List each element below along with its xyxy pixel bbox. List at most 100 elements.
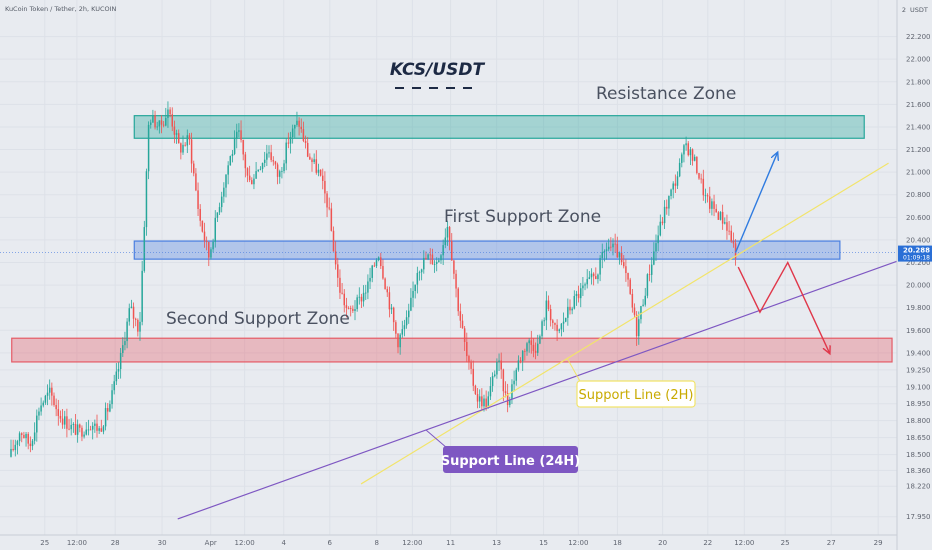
candle-body [691, 149, 694, 161]
candle-body [246, 168, 249, 176]
annotation-labels: Resistance Zone First Support Zone Second … [166, 84, 736, 473]
candle-body [567, 306, 569, 318]
callout-leader [425, 429, 448, 449]
candle-body [592, 273, 595, 277]
candle-body [223, 187, 225, 197]
candle-body [392, 307, 395, 323]
candle-body [663, 206, 666, 224]
candle-body [190, 139, 193, 164]
candle-body [689, 149, 692, 156]
candle-body [552, 320, 554, 323]
candle-body [302, 129, 305, 141]
candle-body [732, 241, 735, 244]
candle-body [668, 195, 670, 209]
candle-body [670, 189, 672, 196]
support-lines [177, 162, 907, 520]
candle-body [156, 126, 158, 128]
zone-label: Resistance Zone [596, 84, 736, 104]
candle-body [659, 221, 662, 236]
candle-body [472, 368, 474, 386]
candle-body [577, 293, 580, 299]
candle-body [27, 433, 29, 444]
candle-body [517, 360, 520, 370]
candle-body [152, 115, 154, 123]
candle-body [696, 156, 698, 174]
candle-body [446, 226, 449, 238]
candle-body [42, 402, 44, 406]
price-tick-label: 22.200 [906, 33, 931, 41]
current-price-countdown: 01:09:18 [903, 255, 930, 262]
candle-body [128, 308, 130, 322]
candle-body [324, 180, 326, 194]
candle-body [713, 201, 715, 209]
time-axis[interactable]: 25 12:00 28 30 Apr 12:00 4 6 8 12:00 11 13 15 12:00 18… [0, 534, 897, 547]
candle-body [560, 323, 563, 330]
candle-body [448, 226, 451, 241]
candle-body [33, 432, 36, 441]
candle-body [459, 311, 462, 321]
candle-body [427, 254, 429, 260]
candle-body [145, 171, 148, 228]
candle-body [180, 143, 182, 153]
price-tick-label: 19.250 [906, 366, 931, 374]
candle-body [715, 208, 717, 213]
candle-body [119, 352, 122, 370]
candle-body [81, 427, 83, 437]
zone-label: First Support Zone [444, 207, 601, 227]
candle-body [352, 308, 354, 311]
candle-body [534, 350, 537, 353]
candle-body [326, 193, 328, 208]
candle-body [435, 261, 438, 265]
candle-body [414, 284, 416, 291]
price-tick-label: 21.200 [906, 146, 931, 154]
candle-body [126, 321, 128, 342]
candle-body [79, 424, 81, 428]
candle-body [681, 154, 683, 163]
candle-body [476, 394, 479, 402]
time-tick-label: 20 [658, 539, 667, 547]
price-tick-label: 20.400 [906, 236, 931, 244]
price-axis[interactable]: 17.950 18.220 18.360 18.500 18.650 18.800 18.9… [896, 0, 932, 550]
candle-body [571, 308, 573, 311]
candle-body [298, 120, 300, 127]
candle-body [487, 396, 490, 409]
candle-body [358, 296, 361, 298]
candle-body [83, 434, 85, 437]
candle-body [466, 341, 468, 357]
support-line [177, 257, 907, 520]
candle-body [440, 255, 442, 261]
time-tick-label: 8 [374, 539, 378, 547]
current-price-tag [898, 245, 932, 262]
candle-body [169, 109, 171, 115]
price-tick-label: 19.600 [906, 327, 931, 335]
candle-body [704, 195, 707, 197]
candle-body [218, 207, 221, 213]
candle-body [509, 399, 511, 406]
time-tick-label: 15 [539, 539, 548, 547]
candle-body [229, 156, 232, 166]
candle-body [650, 264, 653, 275]
candle-body [319, 169, 322, 176]
candle-body [564, 317, 567, 322]
candle-body [205, 240, 208, 243]
candle-body [158, 120, 161, 127]
candle-body [160, 120, 163, 125]
candle-body [633, 307, 636, 315]
candle-body [461, 320, 464, 329]
price-tick-label: 18.650 [906, 434, 931, 442]
candle-body [453, 260, 455, 274]
candle-body [203, 231, 206, 241]
candle-body [322, 175, 324, 181]
candle-body [134, 318, 137, 320]
callout-leader [566, 357, 582, 384]
candle-body [233, 138, 236, 154]
candle-body [300, 126, 302, 130]
candle-body [173, 126, 176, 135]
price-tick-label: 21.000 [906, 169, 931, 177]
price-tick-label: 17.950 [906, 513, 931, 521]
gridlines [0, 0, 897, 535]
candle-body [98, 428, 100, 431]
candle-body [526, 343, 528, 352]
candle-body [502, 369, 505, 392]
